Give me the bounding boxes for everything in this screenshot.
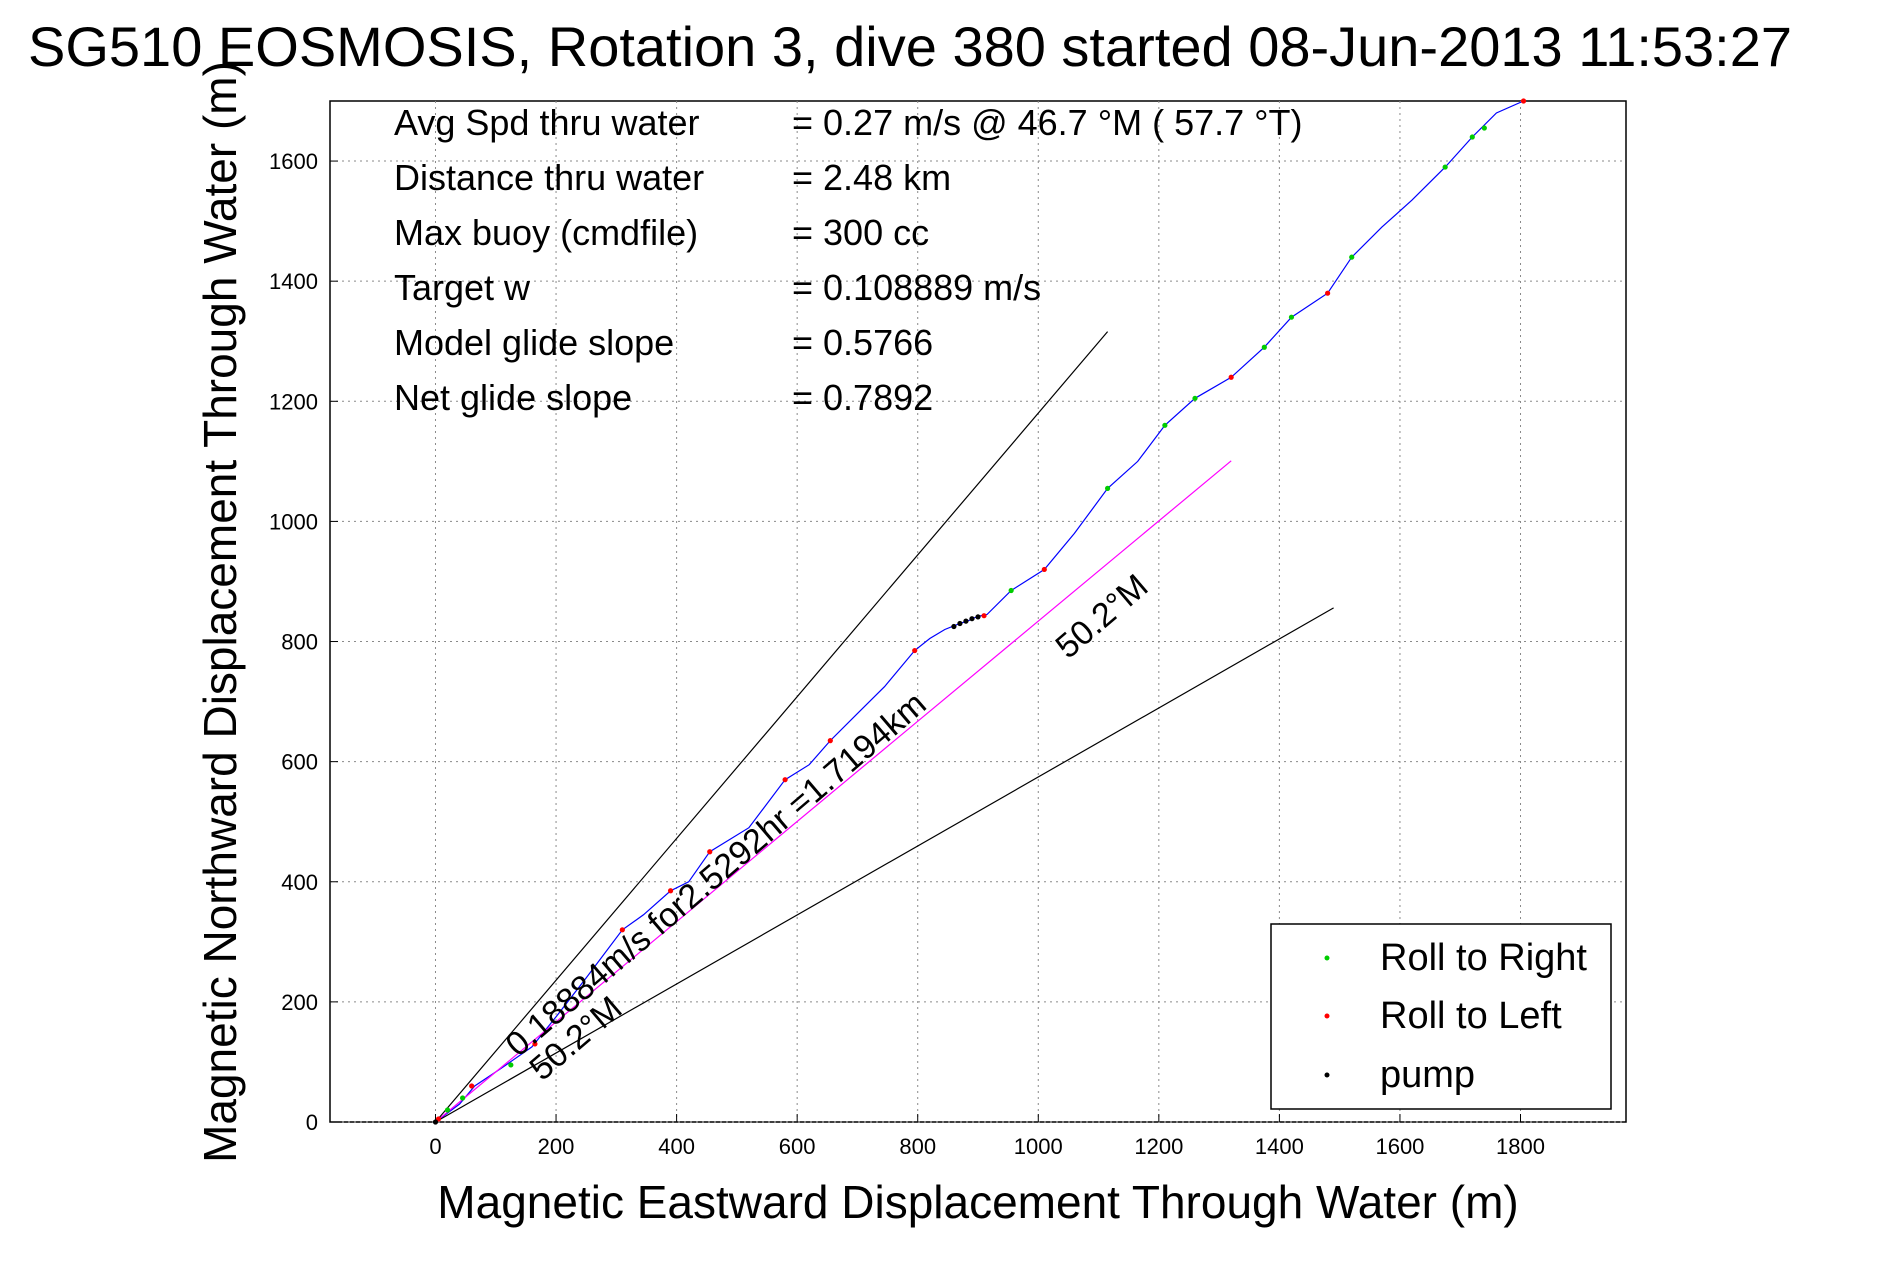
point-roll-to-right [1192, 395, 1198, 401]
point-roll-to-right [1349, 254, 1355, 260]
info-label-avg-spd: Avg Spd thru water [394, 102, 700, 143]
info-label-model-glide: Model glide slope [394, 322, 674, 363]
info-label-net-glide: Net glide slope [394, 377, 632, 418]
y-tick-label: 600 [281, 750, 318, 775]
y-tick-label: 1200 [269, 389, 318, 414]
point-roll-to-right [1469, 134, 1475, 140]
point-pump [957, 620, 963, 627]
x-tick-label: 200 [538, 1134, 575, 1159]
x-tick-label: 1000 [1014, 1134, 1063, 1159]
x-tick-label: 0 [429, 1134, 441, 1159]
y-tick-label: 400 [281, 870, 318, 895]
legend-label-pump: pump [1380, 1054, 1475, 1096]
info-box: Avg Spd thru water = 0.27 m/s @ 46.7 °M … [394, 102, 1303, 418]
x-tick-label: 400 [658, 1134, 695, 1159]
point-roll-to-right [1442, 164, 1448, 170]
point-roll-to-left [1325, 290, 1331, 296]
point-roll-to-left [1041, 566, 1047, 573]
legend-frame [1270, 923, 1612, 1110]
point-roll-to-right [1105, 485, 1111, 491]
legend-label-roll-right: Roll to Right [1380, 937, 1587, 979]
point-roll-to-left [469, 1083, 475, 1089]
point-roll-to-left [782, 777, 788, 783]
point-roll-to-right [1162, 422, 1168, 428]
point-roll-to-left [827, 738, 833, 744]
legend-marker-pump [1324, 1072, 1330, 1078]
y-tick-label: 0 [306, 1110, 318, 1135]
y-tick-label: 200 [281, 990, 318, 1015]
info-value-distance: = 2.48 km [792, 157, 951, 198]
point-pump [432, 1119, 439, 1125]
x-tick-label: 800 [899, 1134, 936, 1159]
point-roll-to-left [619, 927, 625, 933]
grid [330, 101, 1626, 1123]
point-roll-to-right [444, 1107, 451, 1113]
point-roll-to-right [460, 1095, 466, 1101]
info-value-target-w: = 0.108889 m/s [792, 267, 1041, 308]
series-line-glide-bound-2 [435, 607, 1334, 1123]
x-tick-label: 1400 [1255, 1134, 1304, 1159]
point-pump [963, 618, 969, 624]
x-tick-label: 1200 [1134, 1134, 1183, 1159]
point-pump [951, 623, 957, 630]
info-value-model-glide: = 0.5766 [792, 322, 933, 363]
info-value-max-buoy: = 300 cc [792, 212, 929, 253]
x-axis-label: Magnetic Eastward Displacement Through W… [437, 1176, 1518, 1228]
y-tick-label: 1600 [269, 149, 318, 174]
series-line-current [435, 460, 1232, 1123]
point-roll-to-left [1520, 98, 1527, 104]
y-tick-label: 800 [281, 630, 318, 655]
point-roll-to-right [1261, 344, 1267, 350]
x-tick-label: 600 [779, 1134, 816, 1159]
info-value-avg-spd: = 0.27 m/s @ 46.7 °M ( 57.7 °T) [792, 102, 1303, 143]
x-axis-ticks: 0 200 400 600 800 1000 1200 1400 1600 1800 [429, 1114, 1545, 1159]
y-axis-ticks: 0 200 400 600 800 1000 1200 1400 1600 [269, 149, 338, 1135]
legend: Roll to Right Roll to Left pump [1270, 923, 1612, 1110]
info-label-target-w: Target w [394, 267, 531, 308]
point-roll-to-left [981, 613, 987, 619]
plot-area: 0 200 400 600 800 1000 1200 1400 1600 1800 0 200 40… [269, 98, 1627, 1159]
info-label-max-buoy: Max buoy (cmdfile) [394, 212, 698, 253]
legend-label-roll-left: Roll to Left [1380, 995, 1562, 1037]
x-tick-label: 1600 [1375, 1134, 1424, 1159]
point-pump [975, 614, 981, 620]
point-roll-to-left [1228, 374, 1234, 380]
point-roll-to-left [667, 888, 674, 894]
info-value-net-glide: = 0.7892 [792, 377, 933, 418]
point-roll-to-right [508, 1062, 514, 1068]
legend-marker-roll-left [1324, 1013, 1330, 1019]
info-label-distance: Distance thru water [394, 157, 704, 198]
point-roll-to-right [1008, 587, 1014, 594]
x-tick-label: 1800 [1496, 1134, 1545, 1159]
chart-title: SG510 EOSMOSIS, Rotation 3, dive 380 sta… [28, 15, 1792, 78]
point-roll-to-right [1288, 314, 1295, 320]
point-roll-to-right [1481, 125, 1487, 131]
marker-layer [432, 98, 1527, 1125]
point-pump [969, 616, 975, 622]
series-line-glide-bound-1 [435, 331, 1109, 1123]
legend-marker-roll-right [1324, 955, 1330, 961]
point-roll-to-left [912, 647, 918, 654]
point-roll-to-left [532, 1041, 538, 1047]
point-roll-to-left [707, 849, 713, 855]
y-axis-label: Magnetic Northward Displacement Through … [194, 61, 246, 1163]
y-tick-label: 1400 [269, 269, 318, 294]
y-tick-label: 1000 [269, 509, 318, 534]
